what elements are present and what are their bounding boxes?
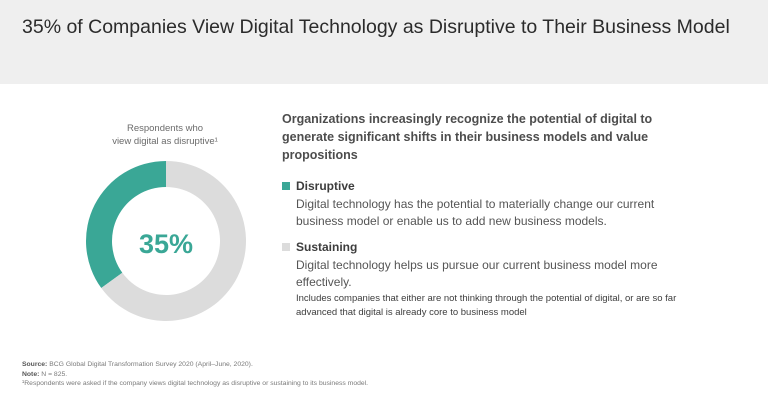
legend-swatch-disruptive bbox=[282, 182, 290, 190]
donut-caption: Respondents who view digital as disrupti… bbox=[90, 122, 240, 148]
legend-label-sustaining: Sustaining bbox=[296, 240, 358, 254]
footer-note-label: Note: bbox=[22, 370, 40, 378]
headline: Organizations increasingly recognize the… bbox=[282, 112, 653, 162]
footer-note-text: N = 825. bbox=[41, 370, 68, 378]
legend-description-disruptive: Digital technology has the potential to … bbox=[296, 197, 655, 228]
donut-slice-sustaining bbox=[101, 161, 246, 321]
sustaining-note: Includes companies that either are not t… bbox=[296, 293, 677, 318]
donut-caption-line1: Respondents who bbox=[126, 123, 204, 134]
page-title: 35% of Companies View Digital Technology… bbox=[22, 16, 730, 38]
header-band: 35% of Companies View Digital Technology… bbox=[0, 0, 768, 84]
legend-swatch-sustaining bbox=[282, 243, 290, 251]
donut-caption-line2: view digital as disruptive¹ bbox=[112, 136, 218, 147]
legend-label-disruptive: Disruptive bbox=[296, 179, 355, 193]
legend-description-sustaining: Digital technology helps us pursue our c… bbox=[296, 258, 658, 289]
footer-source: Source: BCG Global Digital Transformatio… bbox=[22, 360, 742, 370]
donut-slice-disruptive bbox=[85, 161, 166, 289]
donut-center-label: 35% bbox=[139, 229, 193, 259]
footer-footnote: ¹Respondents were asked if the company v… bbox=[22, 380, 369, 387]
footer-note: Note: N = 825. bbox=[22, 370, 742, 380]
footer-source-text: BCG Global Digital Transformation Survey… bbox=[49, 361, 253, 368]
footer-source-label: Source: bbox=[22, 361, 48, 368]
footer: Source: BCG Global Digital Transformatio… bbox=[22, 360, 742, 389]
donut-chart: 35% bbox=[85, 161, 246, 321]
